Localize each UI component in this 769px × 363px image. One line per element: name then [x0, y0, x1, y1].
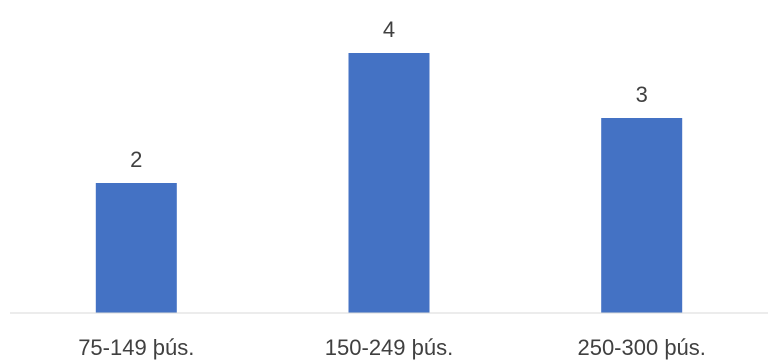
bar-3 — [601, 118, 683, 313]
x-tick-label-1: 75-149 þús. — [78, 335, 194, 360]
x-tick-labels-group: 75-149 þús. 150-249 þús. 250-300 þús. — [78, 335, 706, 360]
bar-2 — [348, 53, 430, 313]
data-labels-group: 2 4 3 — [130, 17, 648, 172]
data-label-2: 4 — [383, 17, 395, 42]
x-tick-label-3: 250-300 þús. — [577, 335, 705, 360]
data-label-1: 2 — [130, 147, 142, 172]
x-tick-label-2: 150-249 þús. — [325, 335, 453, 360]
data-label-3: 3 — [636, 82, 648, 107]
bar-1 — [95, 183, 177, 313]
bars-group — [95, 53, 683, 313]
